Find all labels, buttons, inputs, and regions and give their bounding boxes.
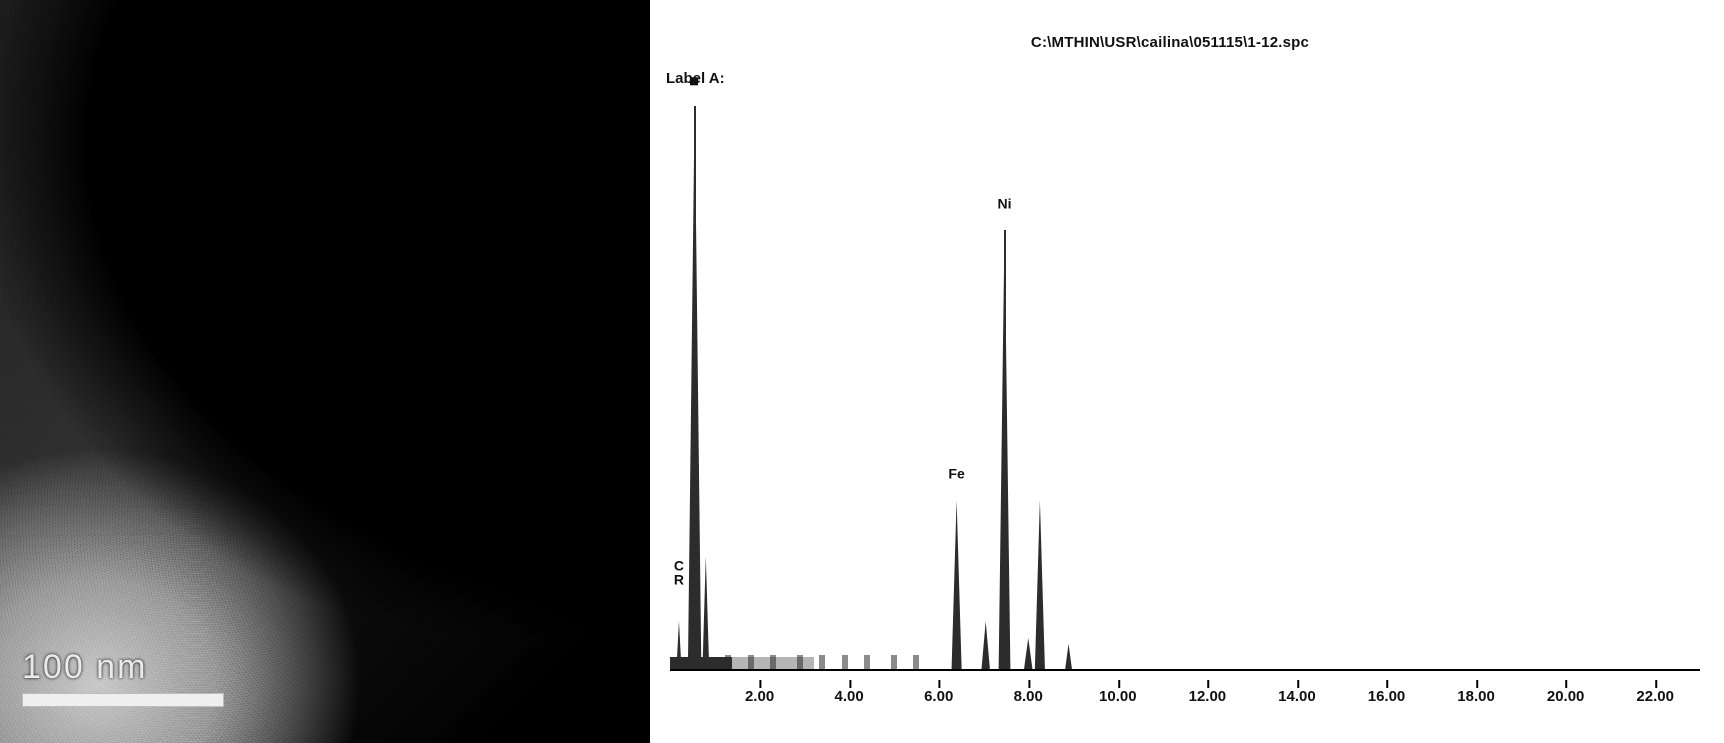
spectrum-chart: C:\MTHIN\USR\cailina\051115\1-12.spc Lab… [650, 0, 1724, 743]
spectrum-peak [1034, 500, 1046, 669]
spectrum-peak [981, 621, 991, 669]
file-path-label: C:\MTHIN\USR\cailina\051115\1-12.spc [650, 34, 1690, 51]
spectrum-peak-stem [694, 106, 696, 669]
x-tick: 18.00 [1457, 688, 1495, 705]
spectrum-peak-stem [1004, 230, 1006, 669]
micrograph-noise [0, 0, 650, 743]
spectrum-peak [951, 500, 963, 669]
spectrum-peak [702, 556, 710, 669]
baseline-bump [770, 655, 776, 669]
x-tick: 22.00 [1636, 688, 1674, 705]
baseline-bump [842, 655, 848, 669]
scale-bar-line [22, 693, 224, 707]
x-tick: 6.00 [924, 688, 953, 705]
baseline-bump [797, 655, 803, 669]
x-tick: 12.00 [1189, 688, 1227, 705]
peak-label: Fe [948, 467, 964, 482]
spectrum-peak [676, 621, 682, 669]
x-tick: 16.00 [1368, 688, 1406, 705]
plot-area: 2.004.006.008.0010.0012.0014.0016.0018.0… [670, 100, 1700, 671]
peak-label: C R [674, 558, 684, 587]
baseline-bump [819, 655, 825, 669]
x-ticks: 2.00 4.00 6.00 8.00 10.00 12.00 14.00 16.00 18.0… [670, 671, 1700, 705]
x-tick: 14.00 [1278, 688, 1316, 705]
x-tick: 2.00 [745, 688, 774, 705]
baseline-bump [748, 655, 754, 669]
scale-bar-label: 100 nm [22, 648, 147, 686]
baseline-bump [913, 655, 919, 669]
x-tick: 20.00 [1547, 688, 1585, 705]
peak-label: Ni [998, 197, 1012, 212]
x-tick: 8.00 [1014, 688, 1043, 705]
baseline-bump [891, 655, 897, 669]
scale-bar: 100 nm [22, 648, 224, 707]
x-tick: 4.00 [835, 688, 864, 705]
baseline-bump [864, 655, 870, 669]
x-tick: 10.00 [1099, 688, 1137, 705]
spectrum-peak [1023, 638, 1033, 669]
peak-label [690, 73, 700, 88]
microscope-image: 100 nm [0, 0, 650, 743]
baseline-bump [725, 655, 731, 669]
